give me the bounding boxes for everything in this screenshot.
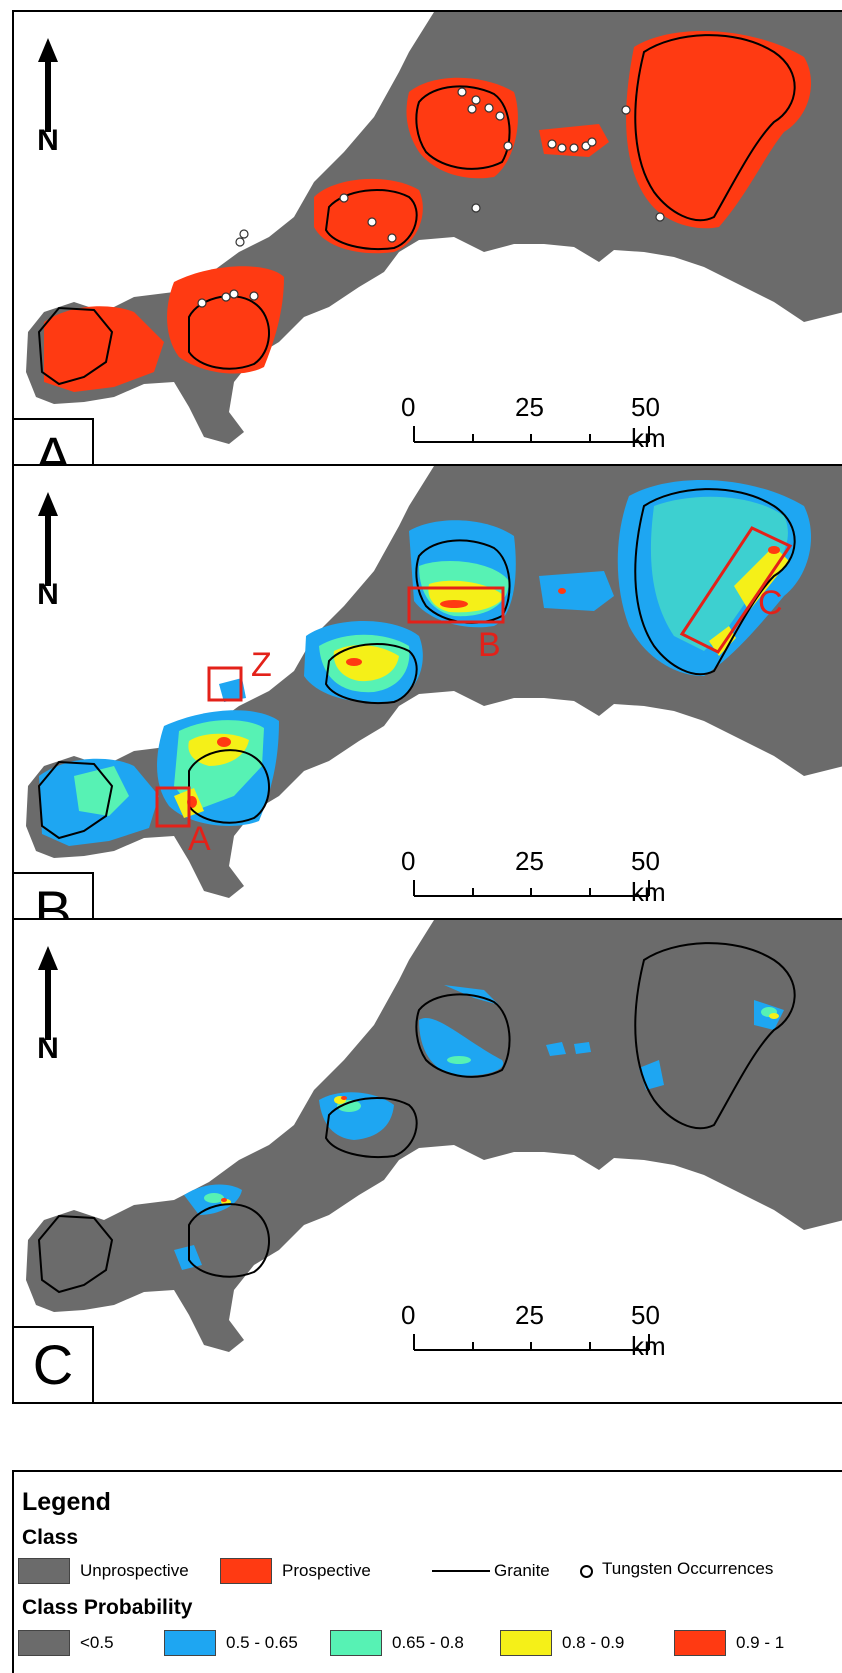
legend-item-unprospective: Unprospective	[18, 1558, 218, 1586]
legend-label: 0.9 - 1	[736, 1633, 785, 1652]
box-label-c: C	[758, 584, 783, 622]
scale-label-0: 0	[401, 1300, 416, 1330]
map-panel-c	[26, 920, 842, 1352]
prob-swatch	[164, 1630, 216, 1656]
panel-c: N 0 25 50 km C	[12, 918, 842, 1404]
box-label-a: A	[188, 820, 211, 858]
legend-item-prob-1: <0.5	[18, 1630, 158, 1658]
scale-label-0: 0	[401, 392, 416, 422]
legend-title: Legend	[22, 1488, 111, 1516]
prob-swatch	[330, 1630, 382, 1656]
legend-item-granite: Granite	[432, 1558, 582, 1586]
legend-class-heading: Class	[22, 1526, 79, 1549]
legend-label: Granite	[494, 1561, 550, 1580]
legend-item-prob-4: 0.8 - 0.9	[500, 1630, 660, 1658]
north-label: N	[37, 578, 59, 611]
legend-label: Unprospective	[80, 1561, 189, 1580]
probability-red	[221, 1096, 347, 1202]
panel-label-c: C	[14, 1326, 94, 1402]
panel-a: N 0 25 50 km A	[12, 10, 842, 496]
legend-label: Tungsten Occurrences	[602, 1559, 774, 1578]
highlight-box-labels: A B Z C	[188, 584, 783, 858]
prob-swatch	[18, 1630, 70, 1656]
panel-b: A B Z C N 0 25 50 km B	[12, 464, 842, 950]
legend-label: <0.5	[80, 1633, 114, 1652]
legend-label: Prospective	[282, 1561, 371, 1580]
north-arrow-icon	[38, 38, 58, 132]
legend-item-prob-2: 0.5 - 0.65	[164, 1630, 324, 1658]
scale-bar: 0 25 50 km	[401, 392, 689, 453]
map-panel-b: A B Z C	[26, 466, 842, 898]
north-label: N	[37, 1032, 59, 1065]
prospective-swatch	[220, 1558, 272, 1584]
prob-swatch	[674, 1630, 726, 1656]
highlight-boxes	[155, 526, 793, 828]
scale-label-25: 25	[515, 1300, 544, 1330]
unprospective-swatch	[18, 1558, 70, 1584]
legend-label: 0.5 - 0.65	[226, 1633, 298, 1652]
legend-item-prob-3: 0.65 - 0.8	[330, 1630, 490, 1658]
scale-label-50: 50 km	[631, 846, 666, 907]
north-label: N	[37, 124, 59, 157]
legend-item-prob-5: 0.9 - 1	[674, 1630, 834, 1658]
tungsten-circle-icon	[580, 1565, 593, 1578]
legend: Legend Class Unprospective Prospective G…	[12, 1470, 842, 1673]
scale-label-25: 25	[515, 392, 544, 422]
box-label-b: B	[478, 626, 501, 664]
tungsten-occurrences	[197, 87, 665, 308]
legend-item-tungsten: Tungsten Occurrences	[578, 1558, 840, 1586]
prob-swatch	[500, 1630, 552, 1656]
scale-label-25: 25	[515, 846, 544, 876]
scale-label-0: 0	[401, 846, 416, 876]
map-panel-a	[26, 12, 842, 444]
scale-bar: 0 25 50 km	[401, 846, 689, 907]
north-arrow-icon	[38, 492, 58, 586]
legend-label: 0.8 - 0.9	[562, 1633, 625, 1652]
box-label-z: Z	[251, 646, 272, 684]
legend-label: 0.65 - 0.8	[392, 1633, 464, 1652]
north-arrow-icon	[38, 946, 58, 1040]
legend-probability-heading: Class Probability	[22, 1596, 193, 1619]
legend-item-prospective: Prospective	[220, 1558, 420, 1586]
granite-line-icon	[432, 1570, 490, 1572]
scale-bar: 0 25 50 km	[401, 1300, 689, 1361]
